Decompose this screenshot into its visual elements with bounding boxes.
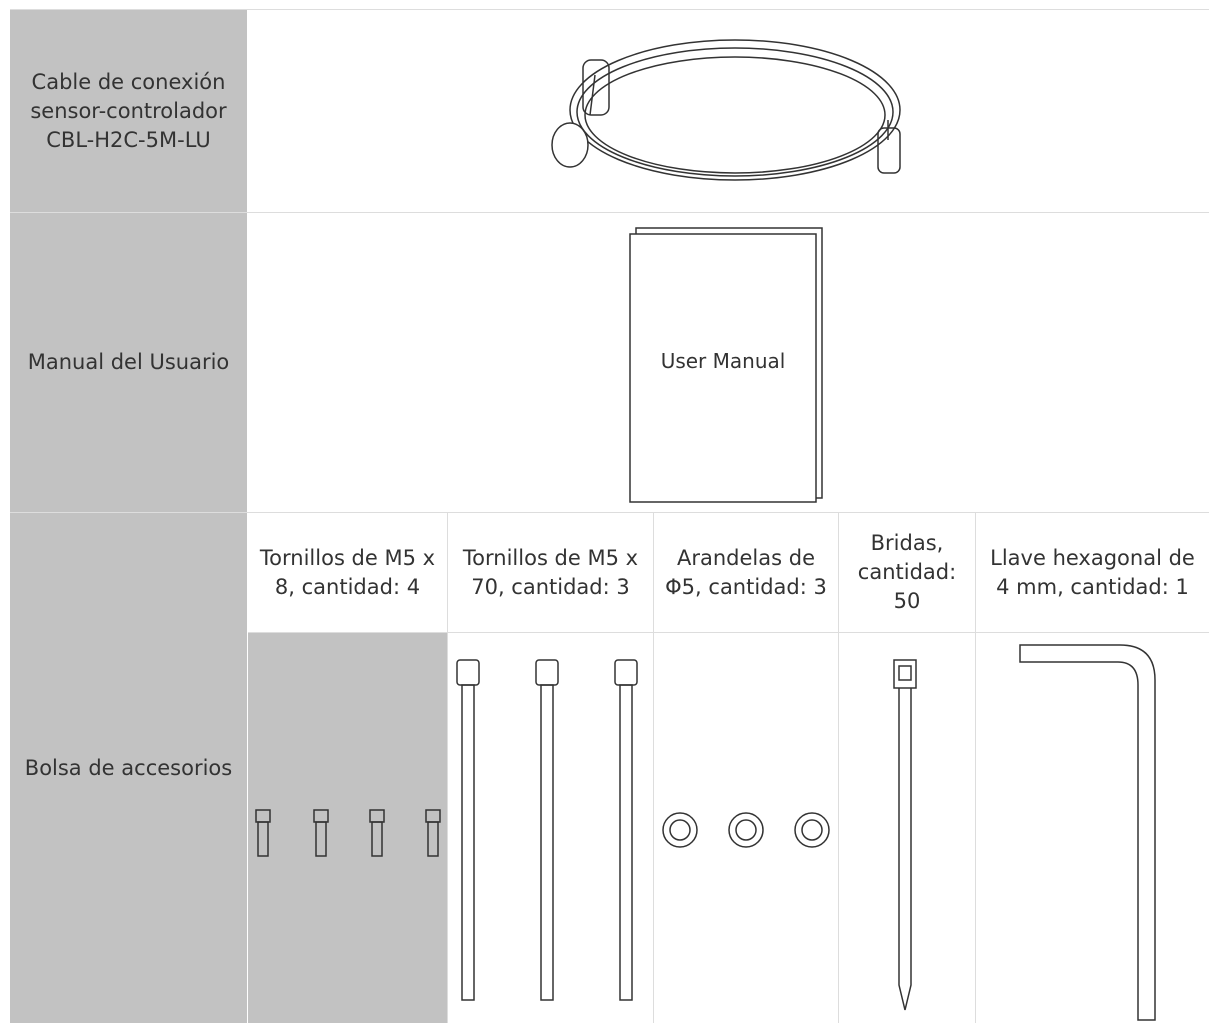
hex-key [1019,644,1156,1021]
item-label: Tornillos de M5 x 8, cantidad: 4 [259,545,436,599]
washers [662,812,830,848]
border [248,632,1209,633]
border [975,513,976,1023]
border [10,512,1209,513]
row-label: Cable de conexión sensor-controlador CBL… [10,10,247,212]
item-label: Arandelas de Φ5, cantidad: 3 [665,545,827,599]
item-label: Llave hexagonal de 4 mm, cantidad: 1 [990,545,1195,599]
manual: User Manual [629,227,823,503]
item-label: Bridas, cantidad: 50 [857,531,957,613]
image-cell [248,633,447,1023]
short-screws [255,809,441,857]
manual-text: User Manual [661,349,786,373]
row-label: Bolsa de accesorios [10,513,247,1023]
border [653,513,654,1023]
cable [551,39,901,181]
border [447,513,448,1023]
cable-tie [893,659,917,1011]
border [10,9,1209,10]
long-screws [456,659,638,1001]
border [838,513,839,1023]
item-label: Tornillos de M5 x 70, cantidad: 3 [462,545,639,599]
row-label: Manual del Usuario [10,213,247,512]
border [10,212,1209,213]
